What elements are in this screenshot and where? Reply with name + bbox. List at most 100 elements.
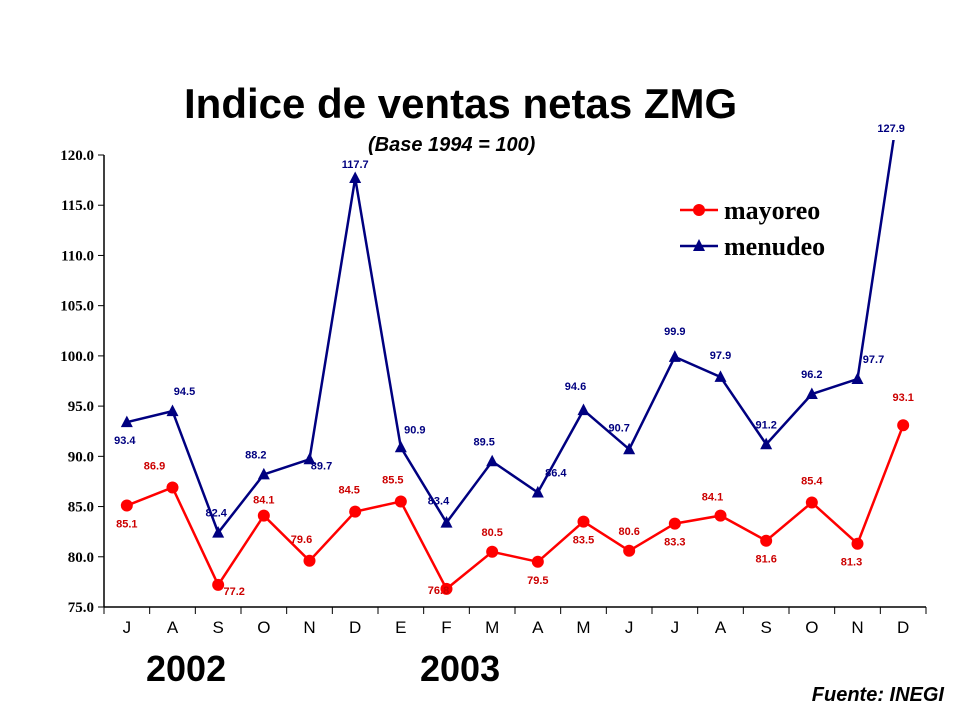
marker-mayoreo [714, 509, 727, 522]
chart-subtitle: (Base 1994 = 100) [368, 134, 536, 156]
x-tick-label: M [576, 618, 590, 637]
marker-mayoreo [303, 554, 316, 567]
data-label-mayoreo: 81.3 [841, 557, 862, 569]
series-line-mayoreo [126, 424, 905, 591]
data-label-menudeo: 117.7 [342, 159, 369, 171]
data-label-mayoreo: 85.1 [116, 519, 137, 531]
marker-menudeo [668, 350, 681, 362]
y-tick-label: 110.0 [61, 248, 94, 264]
x-tick-label: N [851, 618, 863, 637]
x-tick-label: N [303, 618, 315, 637]
marker-mayoreo [623, 544, 636, 557]
marker-mayoreo [760, 534, 773, 547]
x-tick-label: E [395, 618, 406, 637]
marker-mayoreo [668, 517, 681, 530]
marker-menudeo [623, 442, 636, 455]
data-label-mayoreo: 85.4 [801, 476, 823, 488]
marker-menudeo [577, 403, 590, 416]
x-tick-label: F [441, 618, 451, 637]
marker-menudeo [531, 485, 544, 498]
marker-mayoreo [897, 419, 910, 432]
data-label-mayoreo: 83.5 [573, 535, 594, 547]
data-label-menudeo: 90.9 [404, 424, 425, 436]
data-label-mayoreo: 77.2 [223, 586, 244, 598]
marker-menudeo [166, 404, 179, 417]
data-label-menudeo: 88.2 [245, 449, 266, 461]
data-label-mayoreo: 79.6 [291, 534, 312, 546]
y-tick-label: 120.0 [60, 148, 94, 164]
marker-menudeo [714, 370, 727, 382]
y-tick-label: 75.0 [68, 600, 94, 616]
data-label-menudeo: 89.7 [311, 460, 332, 472]
marker-mayoreo [805, 496, 818, 509]
marker-menudeo [212, 526, 225, 538]
series-lines [126, 140, 905, 591]
marker-menudeo [303, 452, 316, 465]
marker-menudeo [851, 372, 864, 384]
x-tick-label: D [349, 618, 361, 637]
y-tick-label: 90.0 [68, 449, 94, 465]
year-label-2003: 2003 [420, 648, 501, 689]
x-tick-label: A [532, 618, 544, 637]
data-label-menudeo: 82.4 [205, 508, 227, 520]
marker-mayoreo [577, 515, 590, 528]
legend-marker-mayoreo [693, 204, 705, 216]
x-tick-label: A [167, 618, 179, 637]
data-label-menudeo: 94.5 [174, 386, 195, 398]
x-tick-label: D [897, 618, 909, 637]
marker-mayoreo [257, 509, 270, 522]
data-label-mayoreo: 84.5 [338, 485, 359, 497]
markers [120, 171, 910, 595]
marker-mayoreo [349, 505, 362, 518]
y-tick-label: 80.0 [68, 550, 94, 566]
data-label-menudeo: 93.4 [114, 435, 136, 447]
x-tick-label: A [715, 618, 727, 637]
data-label-menudeo: 99.9 [664, 326, 685, 338]
marker-menudeo [760, 437, 773, 450]
marker-menudeo [257, 467, 270, 480]
data-label-mayoreo: 83.3 [664, 537, 685, 549]
data-label-menudeo: 127.9 [877, 123, 905, 135]
chart-title: Indice de ventas netas ZMG [184, 80, 738, 127]
marker-menudeo [440, 516, 453, 528]
data-label-mayoreo: 80.5 [481, 527, 502, 539]
marker-mayoreo [486, 545, 499, 558]
marker-menudeo [805, 387, 818, 400]
data-label-menudeo: 97.7 [863, 354, 884, 366]
data-label-mayoreo: 85.5 [382, 475, 403, 487]
marker-mayoreo [212, 578, 225, 591]
data-label-menudeo: 94.6 [565, 381, 586, 393]
data-label-menudeo: 90.7 [608, 422, 629, 434]
marker-menudeo [394, 440, 407, 453]
data-label-menudeo: 96.2 [801, 369, 822, 381]
data-label-menudeo: 86.4 [545, 467, 567, 479]
marker-mayoreo [120, 499, 133, 512]
data-label-mayoreo: 86.9 [144, 460, 165, 472]
x-tick-label: J [671, 618, 680, 637]
series-line-menudeo [126, 140, 895, 536]
legend-marker-menudeo [693, 239, 705, 251]
data-label-menudeo: 89.5 [473, 436, 494, 448]
marker-menudeo [486, 454, 499, 467]
data-label-mayoreo: 84.1 [253, 495, 274, 507]
data-label-mayoreo: 84.1 [702, 492, 723, 504]
legend-label-mayoreo: mayoreo [724, 196, 820, 225]
marker-mayoreo [394, 495, 407, 508]
data-label-mayoreo: 93.1 [892, 392, 913, 404]
marker-mayoreo [531, 555, 544, 568]
legend: mayoreo menudeo [680, 196, 825, 261]
x-tick-label: O [805, 618, 818, 637]
y-tick-label: 85.0 [68, 500, 94, 516]
data-label-menudeo: 91.2 [755, 419, 776, 431]
marker-menudeo [349, 171, 362, 184]
data-label-mayoreo: 81.6 [755, 554, 776, 566]
x-tick-label: J [123, 618, 132, 637]
data-label-menudeo: 97.9 [710, 350, 731, 362]
data-label-menudeo: 83.4 [428, 496, 450, 508]
marker-menudeo [120, 415, 133, 428]
y-tick-label: 115.0 [61, 198, 94, 214]
data-labels: 85.1 86.9 77.2 84.1 79.6 84.5 85.5 76.8 80.5 79.5… [114, 123, 914, 598]
year-label-2002: 2002 [146, 648, 227, 689]
